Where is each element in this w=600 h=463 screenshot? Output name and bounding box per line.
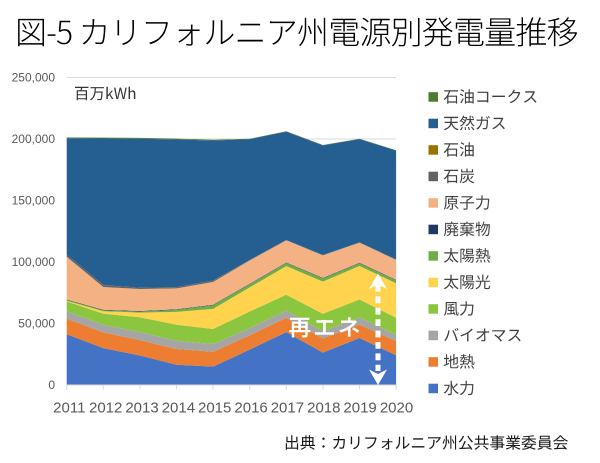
svg-text:2019: 2019 bbox=[343, 399, 376, 416]
svg-text:250,000: 250,000 bbox=[12, 71, 56, 85]
svg-text:2014: 2014 bbox=[162, 399, 195, 416]
svg-text:2011: 2011 bbox=[53, 399, 85, 416]
svg-text:2012: 2012 bbox=[89, 399, 122, 416]
svg-text:0: 0 bbox=[48, 378, 55, 392]
svg-text:2017: 2017 bbox=[271, 399, 304, 416]
svg-text:2016: 2016 bbox=[234, 399, 267, 416]
svg-text:100,000: 100,000 bbox=[12, 255, 56, 269]
svg-text:150,000: 150,000 bbox=[12, 194, 56, 208]
svg-text:2015: 2015 bbox=[198, 399, 231, 416]
svg-text:2013: 2013 bbox=[125, 399, 158, 416]
svg-text:50,000: 50,000 bbox=[18, 317, 55, 331]
svg-text:2018: 2018 bbox=[307, 399, 340, 416]
svg-text:200,000: 200,000 bbox=[12, 132, 56, 146]
svg-text:2020: 2020 bbox=[380, 399, 413, 416]
